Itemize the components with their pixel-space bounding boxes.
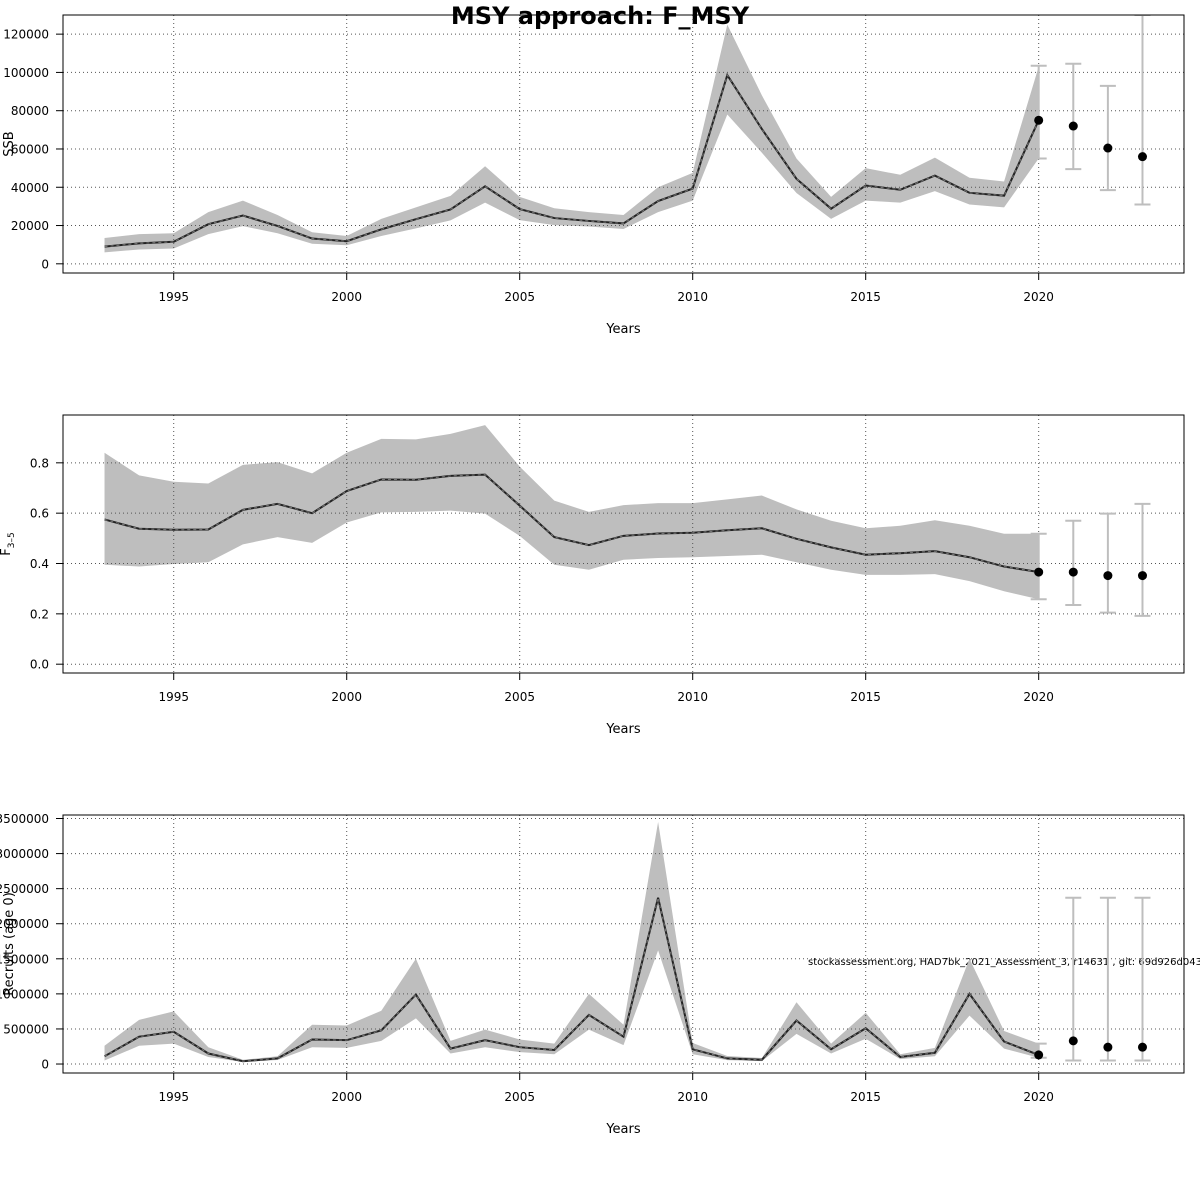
x-tick-label: 1995 xyxy=(158,290,189,304)
x-tick-label: 2005 xyxy=(504,290,535,304)
forecast-point xyxy=(1034,115,1044,125)
forecast-point xyxy=(1137,152,1147,162)
x-tick-label: 2000 xyxy=(331,290,362,304)
x-tick-label: 2010 xyxy=(677,290,708,304)
x-tick-label: 2005 xyxy=(504,1090,535,1104)
forecast-point xyxy=(1068,121,1078,131)
forecast-point xyxy=(1068,1036,1078,1046)
y-tick-label: 100000 xyxy=(3,66,49,80)
x-axis-label: Years xyxy=(605,722,641,737)
y-tick-label: 0 xyxy=(41,257,49,271)
panel-fishing-mortality: 1995 2000 2005 2010 2015 2020 0.0 0.2 0.4 0.6 0.8 Y… xyxy=(0,414,1185,737)
confidence-band xyxy=(104,24,1039,253)
x-tick-label: 2000 xyxy=(331,690,362,704)
plot-area xyxy=(63,815,1184,1073)
x-tick-label: 2015 xyxy=(850,290,881,304)
forecast-interval xyxy=(1099,512,1116,614)
forecast-point xyxy=(1137,571,1147,581)
x-tick-label: 2005 xyxy=(504,690,535,704)
forecast-interval xyxy=(1099,84,1116,192)
x-tick-label: 2010 xyxy=(677,690,708,704)
x-tick-label: 1995 xyxy=(158,1090,189,1104)
y-tick-label: 0.0 xyxy=(30,658,49,672)
forecast-interval xyxy=(1134,502,1151,617)
forecast-interval xyxy=(1065,62,1082,171)
forecast-point xyxy=(1103,571,1113,581)
forecast-point xyxy=(1103,1042,1113,1052)
y-axis-label: F3–5 xyxy=(0,532,17,555)
y-tick-label: 120000 xyxy=(3,28,49,42)
y-axis-label: SSB xyxy=(2,131,17,156)
y-tick-label: 40000 xyxy=(11,181,49,195)
estimate-line-dash xyxy=(104,474,1039,573)
x-tick-label: 2015 xyxy=(850,1090,881,1104)
y-tick-label: 3500000 xyxy=(0,812,49,826)
y-tick-label: 0.6 xyxy=(30,507,49,521)
forecast-interval xyxy=(1065,519,1082,607)
y-tick-label: 500000 xyxy=(3,1022,49,1036)
forecast-interval xyxy=(1030,532,1047,601)
y-axis-label: Recruits (age 0) xyxy=(2,892,17,996)
x-tick-label: 2010 xyxy=(677,1090,708,1104)
x-axis-label: Years xyxy=(605,322,641,337)
x-tick-label: 2020 xyxy=(1023,690,1054,704)
y-tick-label: 3000000 xyxy=(0,847,49,861)
x-axis-label: Years xyxy=(605,1122,641,1137)
plot-frame xyxy=(62,814,1185,1074)
forecast-interval xyxy=(1099,896,1116,1062)
x-tick-label: 2015 xyxy=(850,690,881,704)
y-tick-label: 2000000 xyxy=(0,917,49,931)
y-tick-label: 0.4 xyxy=(30,557,49,571)
panel-ssb: 1995 2000 2005 2010 2015 2020 0 20000 40000 60000… xyxy=(2,14,1185,337)
estimate-line-dash xyxy=(104,73,1040,248)
plot-area xyxy=(63,15,1184,273)
forecast-interval xyxy=(1134,15,1151,206)
confidence-band xyxy=(104,822,1039,1063)
y-tick-label: 80000 xyxy=(11,104,49,118)
forecast-interval xyxy=(1134,896,1151,1062)
forecast-point xyxy=(1034,567,1044,577)
forecast-interval xyxy=(1065,896,1082,1062)
forecast-interval xyxy=(1030,64,1047,160)
y-tick-label: 0.8 xyxy=(30,456,49,470)
plot-frame xyxy=(62,414,1185,674)
y-tick-label: 1500000 xyxy=(0,952,49,966)
y-tick-label: 1000000 xyxy=(0,987,49,1001)
y-tick-label: 20000 xyxy=(11,219,49,233)
y-tick-label: 0 xyxy=(41,1058,49,1072)
forecast-point xyxy=(1137,1042,1147,1052)
forecast-point xyxy=(1068,567,1078,577)
footer-note: stockassessment.org, HAD7bk_2021_Assessm… xyxy=(808,957,1200,968)
estimate-line-dash xyxy=(104,897,1039,1062)
y-tick-label: 2500000 xyxy=(0,882,49,896)
forecast-point xyxy=(1034,1050,1044,1060)
y-tick-label: 60000 xyxy=(11,142,49,156)
panel-recruits: 1995 2000 2005 2010 2015 2020 0 500000 1000000 15… xyxy=(0,812,1185,1137)
figure-title: MSY approach: F_MSY xyxy=(450,2,750,30)
x-tick-label: 1995 xyxy=(158,690,189,704)
forecast-point xyxy=(1103,143,1113,153)
x-tick-label: 2000 xyxy=(331,1090,362,1104)
y-tick-label: 0.2 xyxy=(30,607,49,621)
x-tick-label: 2020 xyxy=(1023,1090,1054,1104)
plot-frame xyxy=(62,14,1185,274)
x-tick-label: 2020 xyxy=(1023,290,1054,304)
plot-area xyxy=(63,415,1184,673)
confidence-band xyxy=(104,425,1039,600)
